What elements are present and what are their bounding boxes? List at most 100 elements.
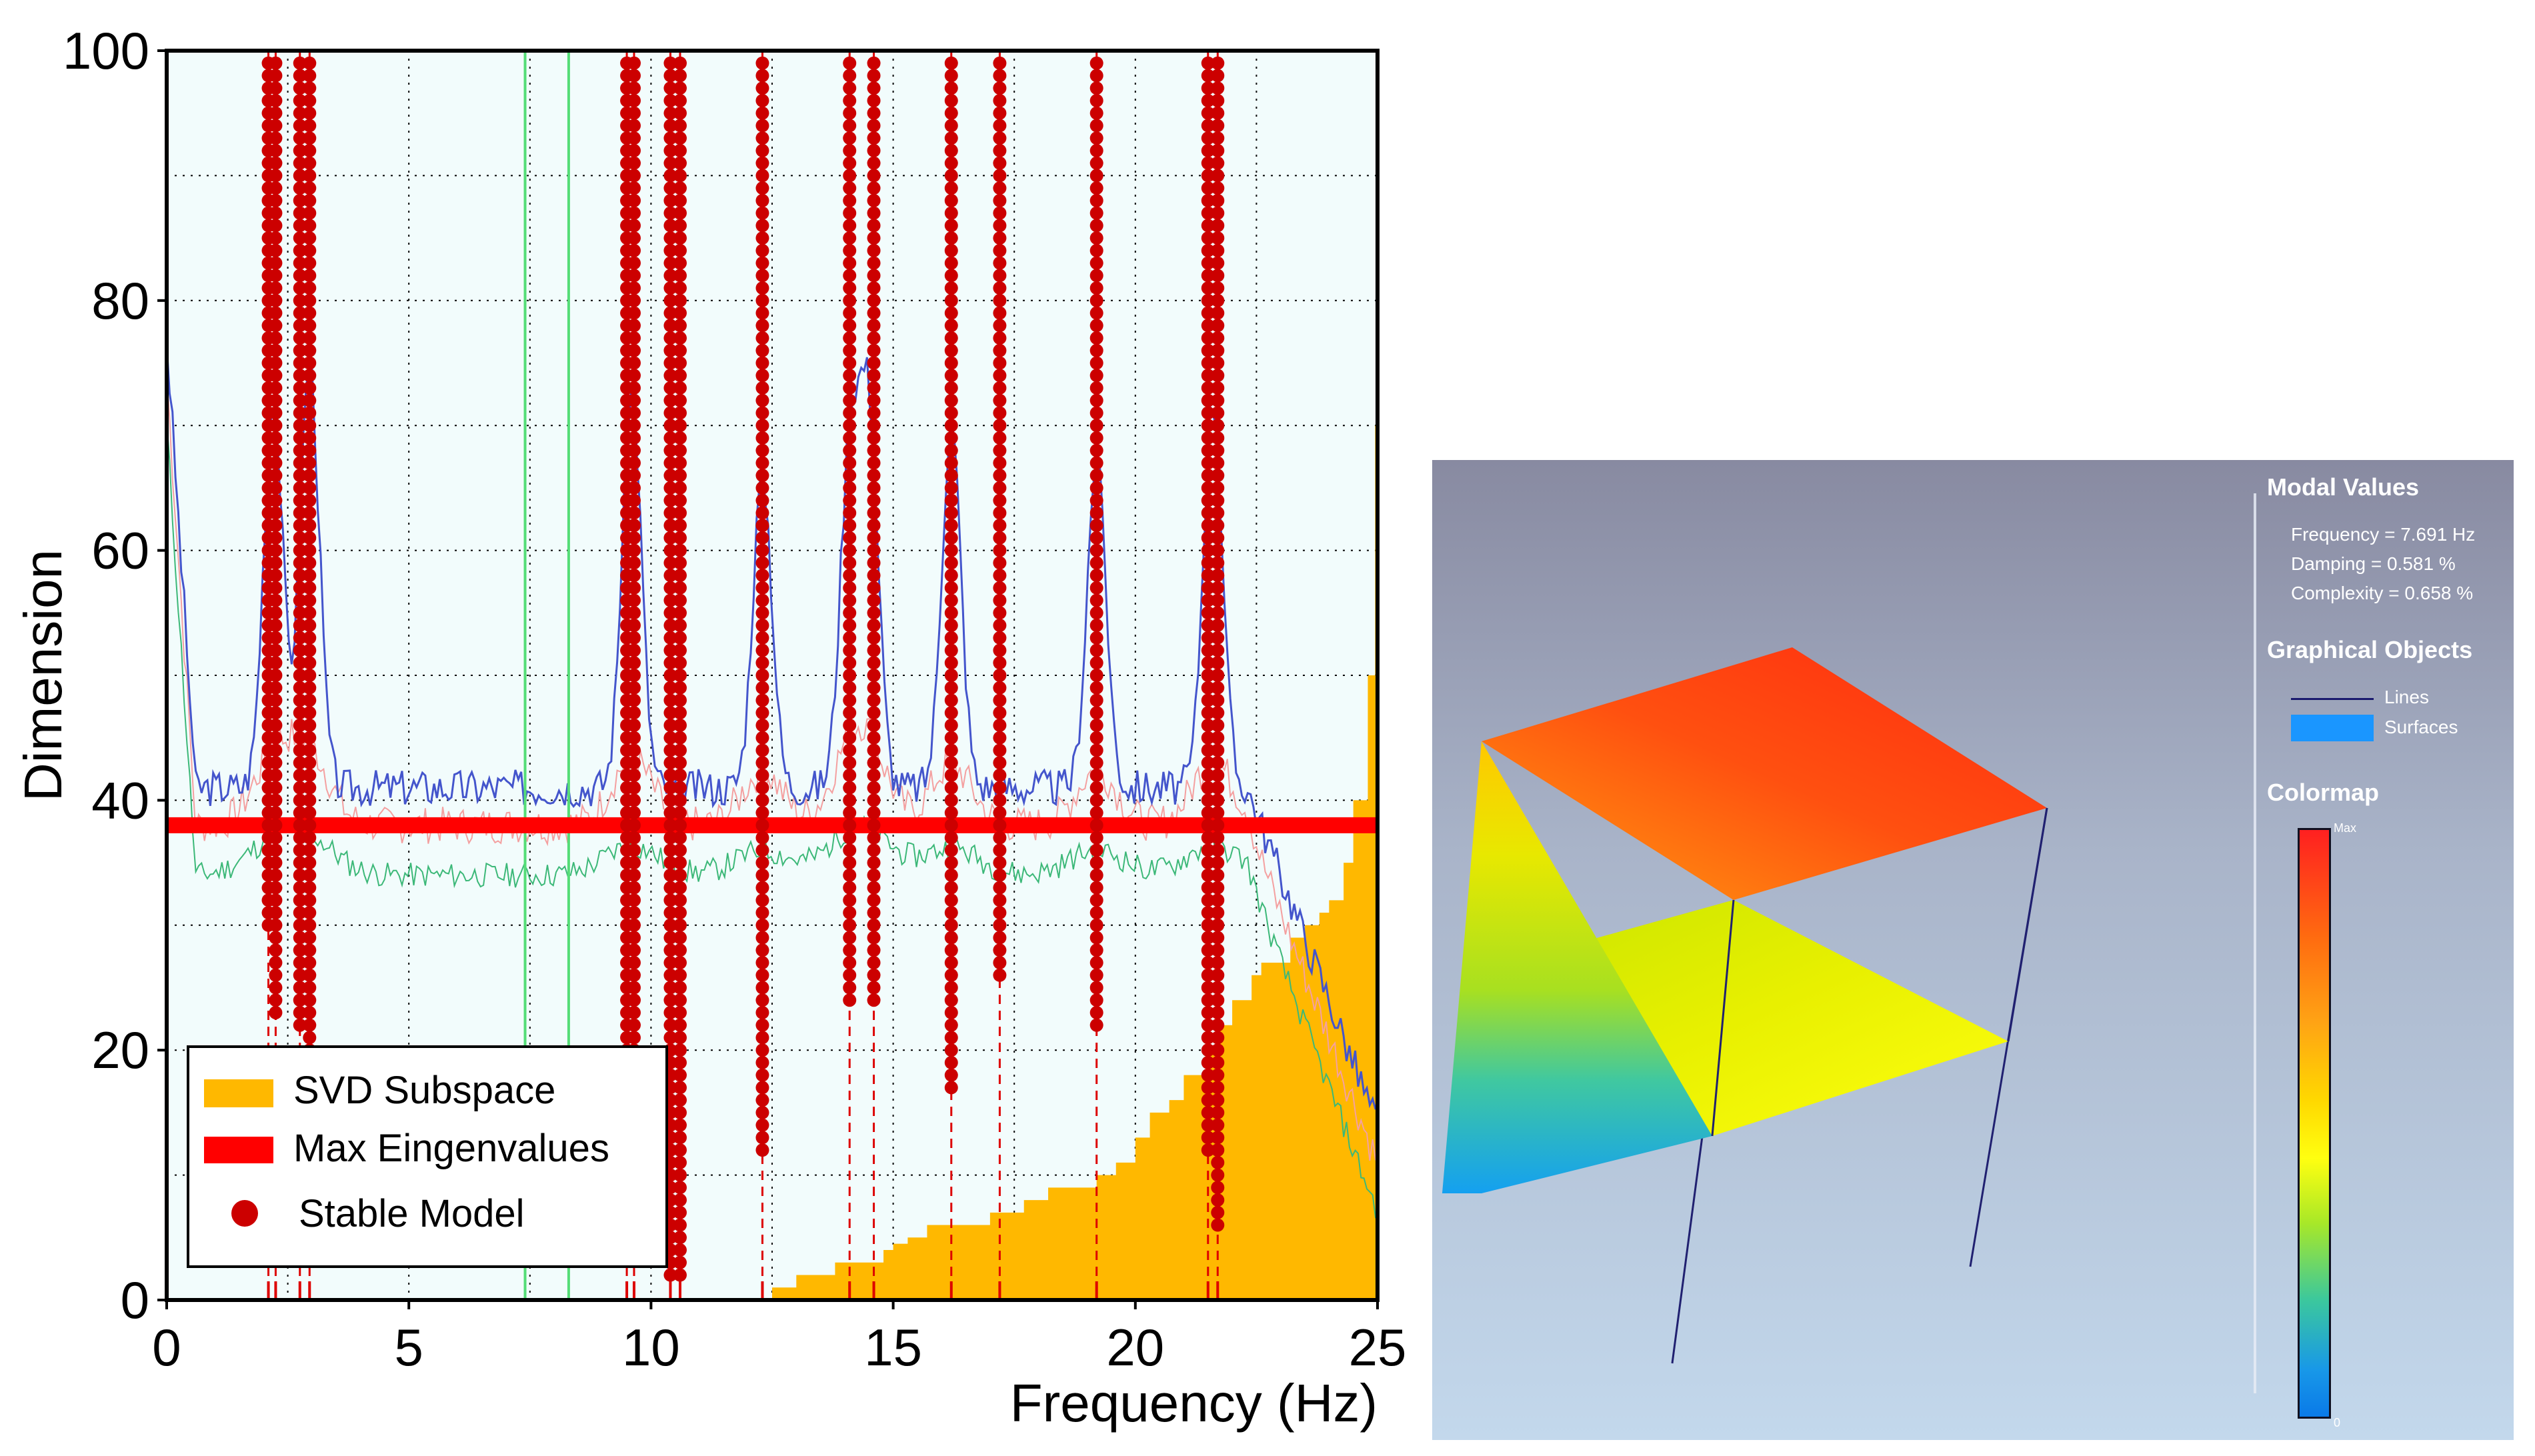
stable-model-point [673,669,687,682]
stable-model-point [843,106,857,120]
stable-model-point [293,856,307,870]
stable-model-point [993,856,1007,870]
stable-model-point [944,293,958,307]
stable-model-point [663,718,677,732]
stable-model-point [944,431,958,445]
stable-model-point [627,81,641,95]
stable-model-point [673,431,687,445]
stable-model-point [1211,369,1225,383]
stable-model-point [1201,106,1215,120]
stable-model-point [303,1018,317,1032]
stable-model-point [944,443,958,457]
stable-model-point [944,381,958,395]
damping-value: Damping = 0.581 % [2291,553,2456,574]
stable-model-point [293,243,307,257]
stable-model-point [1201,1055,1215,1069]
stable-model-point [293,906,307,920]
stable-model-point [944,281,958,295]
stable-model-point [1211,219,1225,233]
stable-model-point [1211,1205,1225,1219]
stable-model-point [293,806,307,820]
stable-model-point [944,231,958,245]
stable-model-point [673,718,687,732]
stable-model-point [673,881,687,895]
stable-model-point [303,968,317,982]
stable-model-point [673,406,687,420]
stable-model-point [867,419,881,433]
stable-model-point [293,593,307,607]
stable-model-point [993,169,1007,183]
stable-model-point [755,818,769,832]
stable-model-point [269,1005,283,1019]
stable-model-point [1211,743,1225,757]
stable-model-point [944,193,958,207]
stable-model-point [293,656,307,670]
stable-model-point [944,81,958,95]
stable-model-point [867,643,881,657]
stable-model-point [269,981,283,995]
stable-model-point [867,931,881,945]
stable-model-point [843,143,857,157]
stable-model-point [843,531,857,545]
stable-model-point [993,731,1007,745]
stable-model-point [269,569,283,583]
stable-model-point [1211,393,1225,407]
stable-model-point [303,369,317,383]
stable-model-point [663,806,677,820]
stable-model-point [663,143,677,157]
stable-model-point [627,581,641,595]
stable-model-point [627,206,641,220]
stable-model-point [269,81,283,95]
stable-model-point [867,656,881,670]
stable-model-point [663,519,677,533]
stable-model-point [755,1018,769,1032]
stable-model-point [627,293,641,307]
stable-model-point [867,968,881,982]
stable-model-point [993,381,1007,395]
stable-model-point [627,793,641,807]
stable-model-point [843,681,857,695]
stable-model-point [944,206,958,220]
stable-model-point [1089,856,1103,870]
stable-model-point [269,519,283,533]
stable-model-point [993,543,1007,557]
stable-model-point [1201,881,1215,895]
stable-model-point [843,443,857,457]
stable-model-point [755,369,769,383]
stable-model-point [843,293,857,307]
stable-model-point [673,319,687,333]
stable-model-point [303,506,317,520]
stable-model-point [673,343,687,357]
stable-model-point [627,631,641,645]
stable-model-point [293,219,307,233]
stable-model-point [673,219,687,233]
max-eigenvalue-line [167,817,1378,833]
stable-model-point [867,806,881,820]
stable-model-point [1089,569,1103,583]
stable-model-point [755,69,769,83]
stable-model-point [293,356,307,370]
stable-model-point [867,893,881,907]
stable-model-point [293,1018,307,1032]
colormap-max-label: Max [2334,821,2357,835]
stable-model-point [993,868,1007,882]
stable-model-point [673,1268,687,1282]
stable-model-point [843,943,857,957]
stable-model-point [867,343,881,357]
stable-model-point [843,581,857,595]
stable-model-point [755,469,769,483]
stable-model-point [663,493,677,507]
stable-model-point [993,893,1007,907]
stable-model-point [1201,1005,1215,1019]
stable-model-point [944,918,958,932]
stable-model-point [673,656,687,670]
stable-model-point [843,69,857,83]
stable-model-point [1211,281,1225,295]
stable-model-point [755,593,769,607]
stable-model-point [993,831,1007,845]
stable-model-point [1211,656,1225,670]
stable-model-point [993,493,1007,507]
stable-model-point [944,718,958,732]
stable-model-point [993,706,1007,720]
stable-model-point [303,731,317,745]
